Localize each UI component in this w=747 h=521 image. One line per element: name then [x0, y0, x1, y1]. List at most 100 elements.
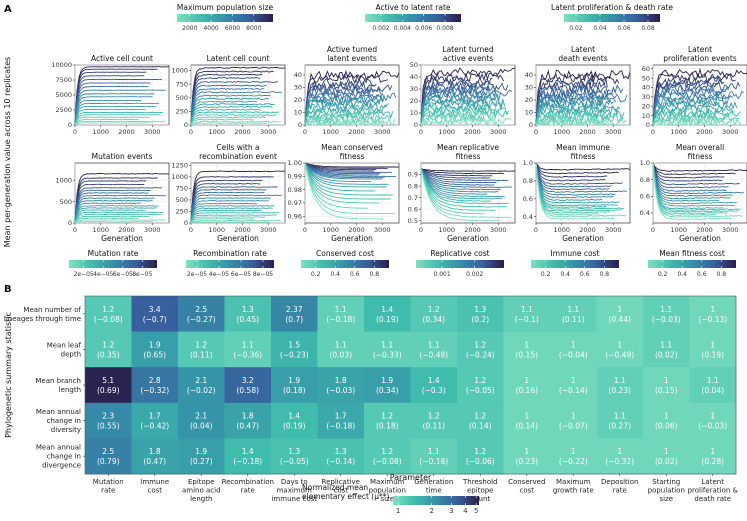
series-line: [420, 168, 512, 188]
y-tick-label: 0: [68, 219, 72, 227]
series-line: [652, 163, 740, 186]
heatmap-cell: [224, 367, 272, 404]
panel-a-y-axis-label: Mean per-generation value across 10 repl…: [3, 57, 12, 247]
heatmap-column-label-line: Replicative: [322, 478, 360, 486]
y-tick-label: 1000: [171, 67, 188, 75]
series-line: [535, 162, 619, 175]
heatmap-cell-value: 1.1: [614, 412, 626, 421]
series-line: [74, 177, 158, 223]
series-line: [535, 163, 616, 196]
line-panel: Active turned latent events 0 10 20 30 40 0 1000…: [294, 45, 400, 136]
panel-title: Active turned latent events: [327, 45, 378, 63]
series-line: [652, 162, 728, 215]
y-tick-label: 0.97: [288, 199, 302, 207]
series-line: [74, 180, 147, 223]
heatmap-cell-subvalue: (−0.18): [326, 315, 355, 324]
x-tick-label: 1000: [322, 128, 339, 136]
y-tick-label: 0.4: [523, 213, 533, 221]
series-line: [420, 168, 508, 181]
heatmap-cell-subvalue: (0.27): [608, 422, 631, 431]
heatmap-column-label-line: Conserved: [508, 478, 545, 486]
heatmap-cell-subvalue: (−0.36): [233, 350, 262, 359]
heatmap-column-label-line: Maximum: [556, 478, 591, 486]
heatmap-cell-subvalue: (0.34): [422, 315, 445, 324]
series-line: [304, 109, 394, 126]
series-line: [190, 105, 273, 126]
heatmap-cell-subvalue: (−0.03): [698, 422, 727, 431]
heatmap-cell: [410, 402, 458, 439]
bottom-colorbar-tick-label: 0.002: [466, 271, 483, 278]
x-tick-label: 0: [419, 226, 423, 234]
series-line: [190, 80, 278, 126]
x-tick-label: 3000: [144, 128, 161, 136]
series-line: [420, 168, 503, 200]
y-tick-label: 0: [184, 219, 188, 227]
y-tick-label: 5000: [55, 91, 72, 99]
heatmap-cell-subvalue: (0.19): [701, 350, 724, 359]
heatmap-cell: [131, 367, 179, 404]
series-line: [652, 162, 745, 195]
heatmap-cell-value: 1.2: [428, 412, 440, 421]
series-line: [304, 105, 376, 126]
series-line: [74, 108, 146, 125]
heatmap-cell: [410, 296, 458, 332]
heatmap-cell-subvalue: (0.04): [190, 422, 213, 431]
series-line: [420, 110, 496, 126]
series-line: [304, 162, 392, 173]
series-line: [190, 207, 273, 224]
panel-title: Latent death events: [558, 45, 607, 63]
heatmap-column-label: Starting population size: [648, 478, 685, 503]
series-line: [190, 221, 270, 224]
heatmap-cell-subvalue: (−0.48): [419, 350, 448, 359]
heatmap-cell-subvalue: (0.47): [143, 457, 166, 466]
y-tick-label: 750: [176, 80, 188, 88]
series-line: [74, 116, 150, 126]
heatmap-cell-value: 1.9: [195, 447, 207, 456]
heatmap-cell-value: 3.4: [149, 305, 161, 314]
series-line: [74, 99, 142, 125]
x-tick-label: 1000: [438, 226, 455, 234]
heatmap-legend-title-line: elementary effect (μ**): [302, 492, 389, 501]
heatmap-cell-subvalue: (0.11): [562, 315, 585, 324]
y-tick-label: 0.4: [640, 209, 650, 217]
line-panel: Mean replicative fitness 0.5 0.6 0.7 0.8 0.9 0 1…: [408, 143, 516, 243]
heatmap-cell: [271, 402, 318, 439]
heatmap-cell-value: 1.9: [149, 340, 161, 349]
series-line: [190, 91, 282, 126]
heatmap-cell-value: 1: [710, 340, 715, 349]
heatmap-cell: [596, 438, 644, 475]
x-tick-label: 3000: [374, 226, 391, 234]
heatmap-cell-subvalue: (0.14): [469, 422, 492, 431]
x-tick-label: 1000: [553, 128, 570, 136]
series-line: [535, 162, 600, 216]
heatmap-cell: [410, 438, 458, 475]
heatmap-cell-value: 2.37: [286, 305, 303, 314]
series-line: [74, 119, 139, 126]
x-tick-label: 3000: [605, 226, 622, 234]
panel-title-line: Latent cell count: [207, 54, 270, 63]
series-line: [652, 163, 731, 200]
x-tick-label: 1000: [208, 226, 225, 234]
bottom-colorbar: Conserved cost 0.2 0.4 0.6 0.8: [301, 249, 389, 278]
series-line: [190, 202, 258, 224]
heatmap-column-label-line: population: [369, 487, 406, 495]
y-tick-label: 0.7: [408, 194, 418, 202]
heatmap-row-label-line: Mean branch: [35, 377, 81, 385]
heatmap-cell: [643, 296, 690, 332]
y-tick-label: 0: [184, 121, 188, 129]
top-colorbar-tick-label: 0.04: [593, 25, 607, 32]
series-line: [420, 168, 499, 193]
series-line: [190, 120, 281, 126]
heatmap-cell: [178, 402, 225, 439]
series-line: [652, 162, 727, 192]
heatmap-cell: [364, 331, 411, 368]
heatmap-cell: [550, 296, 597, 332]
series-line: [74, 89, 166, 126]
heatmap-cell-subvalue: (−0.08): [373, 457, 402, 466]
y-tick-label: 2500: [55, 106, 72, 114]
heatmap-cell-value: 1: [524, 340, 529, 349]
x-tick-label: 2000: [696, 128, 713, 136]
heatmap-cell: [550, 438, 597, 475]
heatmap-legend-tick-label: 5: [474, 507, 478, 515]
heatmap-legend-title: Normalized mean elementary effect (μ**): [302, 483, 389, 501]
